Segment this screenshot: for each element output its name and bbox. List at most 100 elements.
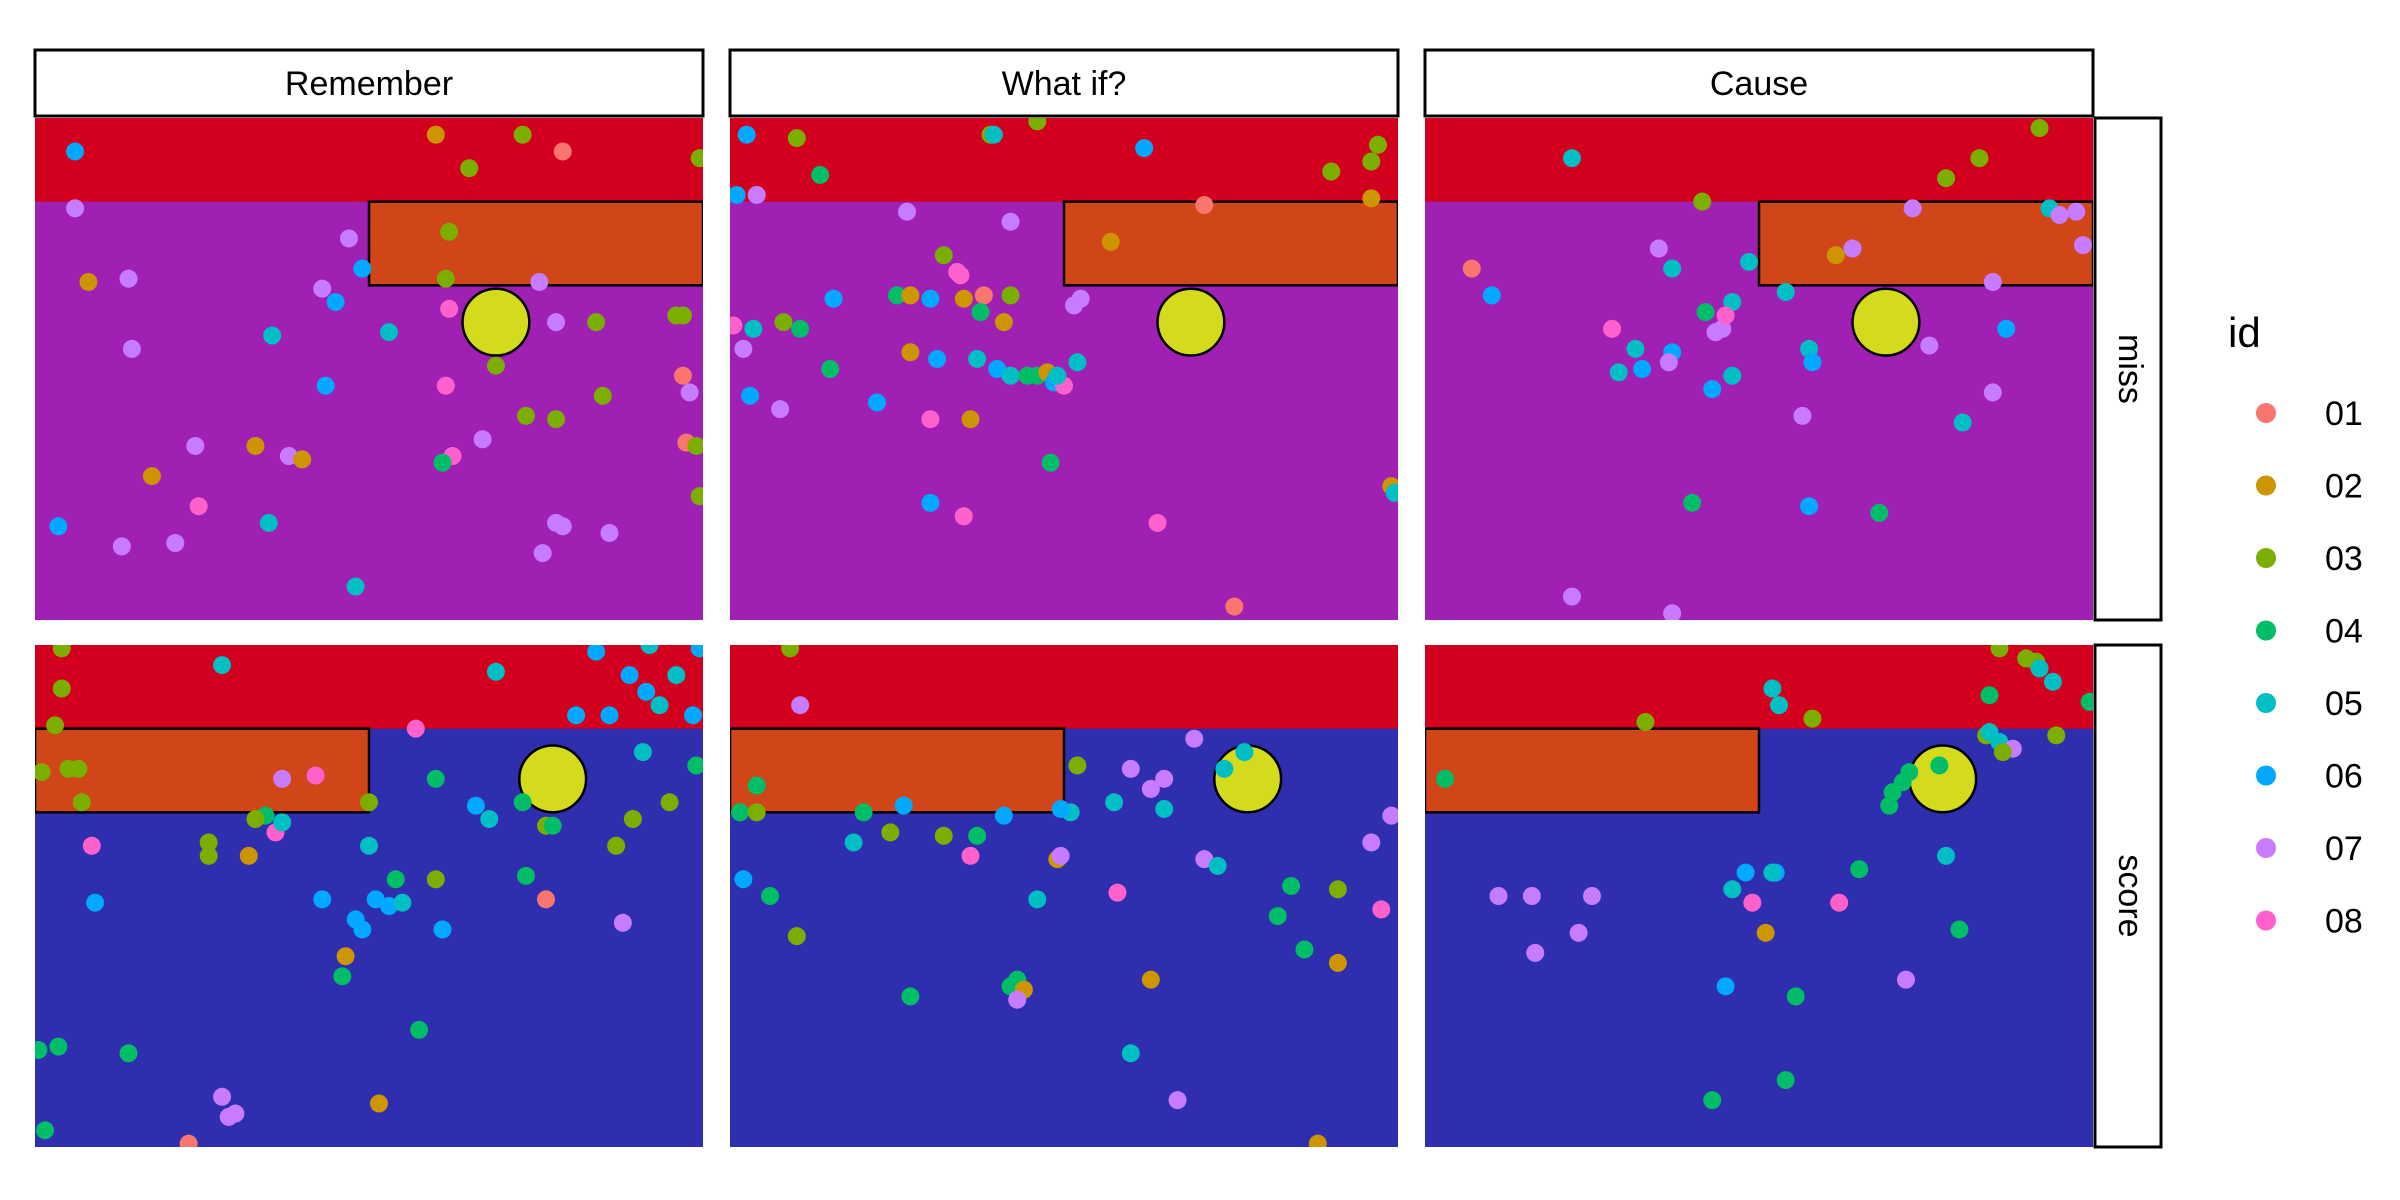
data-point-05 [633,743,652,762]
data-point-07 [1706,323,1725,342]
data-point-03 [1990,645,2009,658]
data-point-05 [844,833,863,852]
ball-circle [461,287,531,357]
data-point-07 [1649,239,1668,258]
block-rect [1062,200,1398,287]
legend-label: 05 [2325,685,2363,723]
legend-label: 04 [2325,613,2363,651]
data-point-07 [1569,923,1588,942]
legend-label: 08 [2325,903,2363,941]
data-point-07 [1168,1091,1187,1110]
panel-score-2 [1425,645,2093,1147]
data-point-02 [426,125,445,144]
data-point-05 [1770,696,1789,715]
data-point-06 [1482,286,1501,305]
top-band [35,118,703,202]
data-point-03 [440,222,459,241]
data-point-03 [460,159,479,178]
data-point-07 [734,339,753,358]
data-point-07 [226,1104,245,1123]
data-point-08 [1372,900,1391,919]
data-point-05 [1609,363,1628,382]
row-strip-box [2093,116,2163,622]
data-point-04 [901,987,920,1006]
data-point-04 [410,1020,429,1039]
data-point-05 [1235,743,1254,762]
data-point-07 [1489,887,1508,905]
data-point-07 [1195,850,1214,869]
data-point-08 [306,766,325,785]
data-point-05 [1723,293,1742,312]
data-point-02 [79,272,98,291]
data-point-05 [640,645,659,654]
legend-label: 03 [2325,540,2363,578]
data-point-04 [1683,493,1702,512]
data-point-03 [787,129,806,148]
data-point-07 [166,534,185,553]
data-point-07 [119,269,138,288]
legend: id 01 02 03 04 05 06 07 08 [2228,309,2363,941]
data-point-06 [1716,977,1735,996]
data-point-06 [466,796,485,815]
data-point-02 [336,947,355,966]
data-point-07 [600,523,619,542]
legend-entries: 01 02 03 04 05 06 07 08 [2256,395,2363,941]
data-point-01 [673,366,692,385]
data-point-05 [486,662,505,681]
data-point-04 [791,319,810,338]
data-point-04 [687,756,703,775]
data-point-04 [971,303,990,322]
data-point-03 [547,410,566,429]
row-strip-label: score [2111,854,2149,937]
panel-miss-1 [730,118,1398,620]
data-point-04 [747,776,766,795]
data-point-03 [673,306,692,325]
data-point-03 [1028,118,1047,131]
data-point-07 [1920,336,1939,355]
data-point-07 [680,383,699,402]
data-point-02 [1308,1134,1327,1147]
data-point-01 [974,286,993,305]
data-point-06 [737,125,756,144]
data-point-03 [52,679,71,698]
panel-miss-0 [35,118,703,620]
top-band [1425,645,2093,729]
data-point-04 [1282,876,1301,895]
data-point-07 [339,229,358,248]
legend-key-05 [2256,693,2276,713]
data-point-05 [2030,659,2049,678]
data-point-05 [1626,339,1645,358]
data-point-07 [1663,604,1682,620]
data-point-06 [433,920,452,939]
data-point-07 [533,544,552,563]
data-point-03 [360,793,378,812]
data-point-04 [1776,1071,1795,1090]
data-point-05 [1562,149,1581,168]
data-point-03 [2030,119,2049,138]
data-point-01 [537,890,556,909]
data-point-06 [894,796,913,815]
data-point-05 [1739,252,1758,271]
block-rect [1757,200,2093,287]
panels [35,118,2093,1147]
data-point-06 [867,393,886,412]
data-point-04 [35,1040,48,1059]
data-point-08 [961,846,980,865]
data-point-02 [370,1094,389,1113]
data-point-07 [1843,239,1862,258]
data-point-08 [440,299,459,318]
data-point-07 [898,202,917,221]
data-point-05 [1385,483,1398,502]
data-point-05 [1215,759,1234,778]
data-point-03 [1001,286,1020,305]
data-point-06 [66,142,85,161]
data-point-03 [436,269,455,288]
data-point-03 [934,826,953,845]
data-point-04 [1436,769,1455,788]
data-point-05 [984,125,1003,144]
ball-circle [1156,287,1226,357]
data-point-04 [1786,987,1805,1006]
panel-miss-2 [1425,118,2093,620]
data-point-04 [854,803,873,822]
data-point-06 [49,517,68,536]
